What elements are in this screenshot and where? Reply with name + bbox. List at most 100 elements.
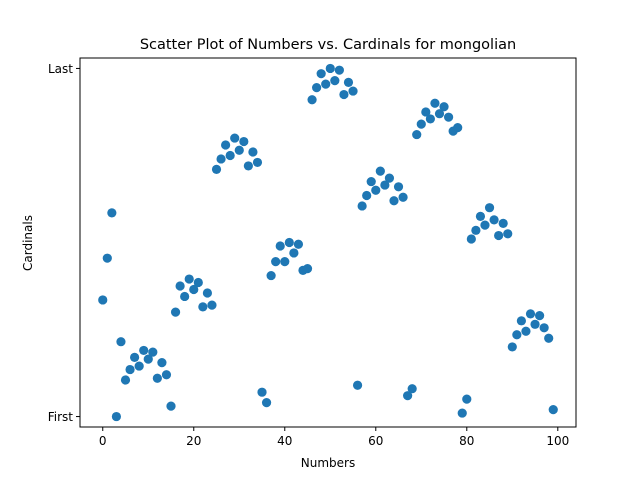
data-point bbox=[243, 161, 253, 171]
data-point bbox=[184, 274, 194, 284]
data-point bbox=[425, 114, 435, 124]
data-point bbox=[161, 370, 172, 380]
data-points bbox=[98, 63, 558, 422]
data-point bbox=[257, 387, 267, 397]
data-point bbox=[189, 284, 199, 295]
x-tick-label: 0 bbox=[99, 434, 107, 448]
y-tick-label: Last bbox=[48, 62, 73, 76]
data-point bbox=[157, 358, 167, 368]
data-point bbox=[539, 323, 549, 333]
data-point bbox=[166, 401, 176, 411]
data-point bbox=[384, 173, 395, 183]
data-point bbox=[416, 119, 426, 129]
x-tick-label: 100 bbox=[546, 434, 569, 448]
data-point bbox=[498, 218, 508, 228]
data-point bbox=[525, 309, 536, 319]
data-point bbox=[102, 253, 112, 263]
data-point bbox=[352, 380, 363, 390]
data-point bbox=[230, 133, 240, 143]
data-point bbox=[107, 208, 117, 218]
data-point bbox=[152, 373, 162, 383]
data-point bbox=[334, 65, 344, 75]
data-point bbox=[393, 182, 404, 192]
data-point bbox=[111, 411, 121, 422]
data-point bbox=[503, 229, 513, 239]
data-point bbox=[193, 277, 203, 288]
x-tick-label: 20 bbox=[186, 434, 201, 448]
data-point bbox=[398, 192, 408, 202]
data-point bbox=[466, 234, 476, 244]
data-point bbox=[439, 102, 449, 112]
data-point bbox=[207, 300, 217, 310]
data-point bbox=[148, 347, 158, 357]
data-point bbox=[239, 136, 249, 147]
x-tick-label: 80 bbox=[459, 434, 474, 448]
data-point bbox=[321, 79, 331, 89]
data-point bbox=[434, 109, 445, 119]
data-point bbox=[494, 230, 504, 241]
data-point bbox=[430, 98, 440, 108]
data-point bbox=[516, 316, 526, 326]
data-point bbox=[343, 77, 354, 87]
data-point bbox=[225, 150, 235, 161]
plot-area-frame bbox=[79, 57, 577, 428]
data-point bbox=[330, 76, 340, 86]
data-point bbox=[480, 220, 490, 230]
data-point bbox=[507, 342, 517, 352]
data-point bbox=[120, 375, 131, 385]
data-point bbox=[316, 69, 326, 79]
data-point bbox=[180, 291, 190, 302]
data-point bbox=[266, 270, 276, 281]
data-point bbox=[280, 257, 290, 267]
chart-title: Scatter Plot of Numbers vs. Cardinals fo… bbox=[140, 37, 516, 53]
data-point bbox=[98, 295, 108, 305]
data-point bbox=[403, 391, 413, 401]
data-point bbox=[371, 185, 381, 195]
data-point bbox=[307, 95, 317, 105]
data-point bbox=[271, 257, 281, 267]
x-axis-label: Numbers bbox=[301, 456, 355, 470]
data-point bbox=[535, 311, 545, 321]
data-point bbox=[548, 404, 558, 415]
data-point bbox=[512, 330, 522, 340]
data-point bbox=[116, 337, 126, 347]
data-point bbox=[234, 145, 244, 155]
data-point bbox=[211, 164, 222, 174]
data-point bbox=[471, 225, 481, 235]
data-point bbox=[130, 352, 140, 362]
x-tick-label: 60 bbox=[368, 434, 383, 448]
data-point bbox=[475, 211, 486, 221]
y-axis-label: Cardinals bbox=[21, 215, 35, 271]
data-point bbox=[544, 333, 554, 343]
data-point bbox=[312, 82, 322, 93]
data-point bbox=[139, 345, 149, 356]
data-point bbox=[380, 180, 390, 190]
data-point bbox=[134, 361, 144, 371]
data-point bbox=[339, 89, 349, 100]
data-point bbox=[375, 166, 385, 176]
data-point bbox=[421, 107, 431, 117]
data-point bbox=[348, 86, 358, 96]
data-point bbox=[530, 319, 540, 329]
data-point bbox=[170, 307, 181, 317]
data-point bbox=[357, 201, 367, 211]
data-point bbox=[202, 288, 213, 298]
data-point bbox=[484, 203, 495, 213]
y-tick-label: First bbox=[48, 410, 74, 424]
data-point bbox=[284, 237, 294, 248]
data-point bbox=[325, 63, 335, 74]
data-point bbox=[462, 394, 472, 404]
data-point bbox=[261, 398, 272, 408]
data-point bbox=[521, 326, 531, 336]
data-point bbox=[289, 248, 299, 258]
data-point bbox=[252, 157, 263, 168]
data-point bbox=[293, 239, 304, 249]
data-point bbox=[198, 302, 208, 312]
data-point bbox=[216, 154, 226, 164]
data-point bbox=[443, 112, 454, 122]
data-point bbox=[366, 176, 376, 187]
y-axis-ticks: First Last bbox=[48, 62, 80, 424]
data-point bbox=[275, 241, 285, 251]
data-point bbox=[453, 123, 463, 133]
